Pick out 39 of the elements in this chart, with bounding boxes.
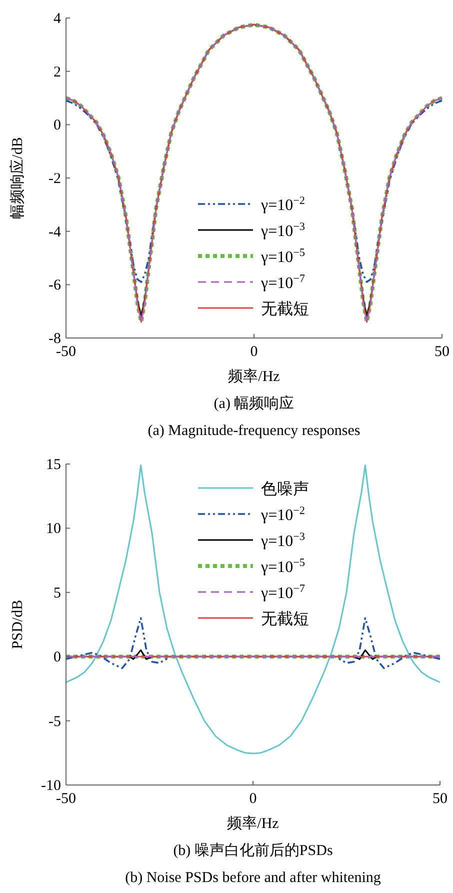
legend-label: γ=10$^{−7}$ — [260, 273, 306, 292]
y-tick-label: -8 — [48, 331, 61, 347]
legend-label: γ=10$^{−5}$ — [260, 557, 306, 576]
y-tick-label: -5 — [48, 714, 61, 730]
legend-label: 色噪声 — [261, 480, 309, 498]
legend-label: γ=10$^{−2}$ — [260, 195, 305, 214]
text: (b) 噪声白化前后的PSDs — [173, 842, 333, 859]
y-tick-label: -2 — [48, 171, 61, 187]
y-tick-label: -4 — [48, 224, 62, 240]
y-tick-label: 2 — [54, 64, 61, 80]
text: (a) Magnitude-frequency responses — [148, 423, 360, 439]
text: (b) Noise PSDs before and after whitening — [125, 870, 382, 886]
text: (a) 幅频响应 — [214, 395, 294, 412]
legend-label: 无截短 — [261, 610, 309, 628]
y-axis-title: 幅频响应/dB — [9, 137, 26, 219]
legend-label: γ=10$^{−3}$ — [260, 221, 306, 240]
y-tick-label: 0 — [54, 650, 61, 666]
x-axis-title: 频率/Hz — [228, 368, 280, 385]
legend-label: γ=10$^{−7}$ — [260, 583, 306, 602]
y-tick-label: 15 — [46, 457, 61, 473]
y-tick-label: 10 — [46, 521, 61, 538]
legend-label: γ=10$^{−2}$ — [260, 505, 305, 524]
y-tick-label: 5 — [54, 585, 61, 602]
legend-label: γ=10$^{−5}$ — [260, 247, 306, 266]
x-axis-title: 频率/Hz — [227, 815, 280, 832]
legend-label: γ=10$^{−3}$ — [260, 531, 306, 550]
legend-label: 无截短 — [261, 300, 309, 318]
y-tick-label: 4 — [54, 11, 62, 27]
x-tick-label: 50 — [432, 791, 448, 807]
x-tick-label: -50 — [56, 344, 76, 360]
y-tick-label: 0 — [54, 118, 61, 134]
x-tick-label: -50 — [56, 791, 76, 807]
line-series — [65, 464, 441, 754]
y-axis-title: PSD/dB — [10, 600, 26, 650]
y-tick-label: -10 — [41, 778, 61, 794]
x-tick-label: 50 — [434, 344, 450, 360]
y-tick-label: -6 — [48, 278, 62, 294]
x-tick-label: 0 — [249, 791, 257, 807]
x-tick-label: 0 — [250, 344, 258, 360]
